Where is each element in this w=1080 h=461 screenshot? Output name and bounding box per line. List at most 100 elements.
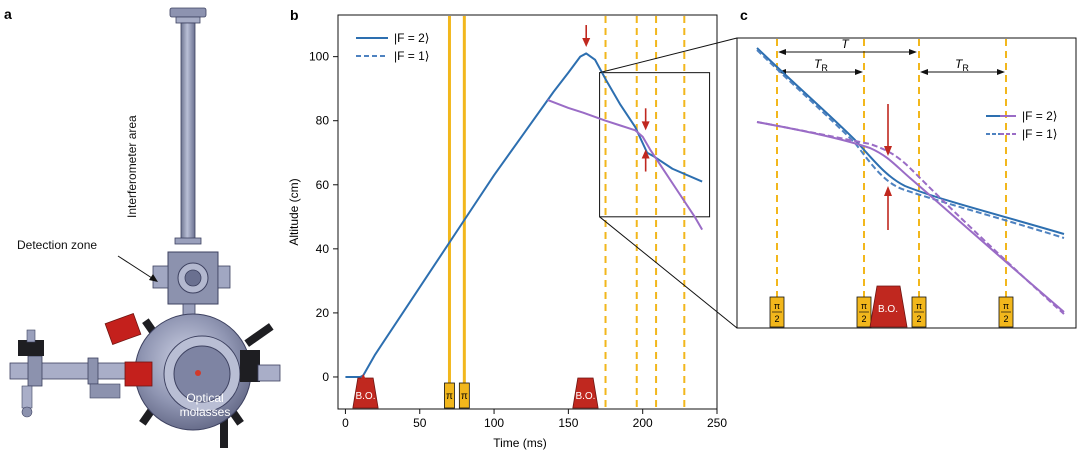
- b-bo-label: B.O.: [355, 391, 375, 402]
- svg-text:2: 2: [774, 314, 779, 324]
- b-arrow-down-head: [582, 38, 591, 48]
- svg-text:2: 2: [1003, 314, 1008, 324]
- panel-b-plot: π π B.O. B.O.: [345, 16, 711, 409]
- b-ytick-label: 80: [316, 114, 330, 128]
- b-ytick-label: 60: [316, 178, 330, 192]
- c-T-arrow-left: [778, 49, 786, 55]
- detection-zone-label: Detection zone: [17, 238, 97, 252]
- c-pulse-box-4: π 2: [998, 296, 1014, 328]
- interferometer-area-label: Interferometer area: [125, 115, 139, 218]
- left-valve-handle: [21, 406, 33, 418]
- zoom-connector-bottom: [599, 216, 738, 329]
- legend-b-f1-label: |F = 1⟩: [394, 49, 429, 63]
- b-arrow-up-head: [359, 373, 368, 383]
- zoom-connector-top: [599, 37, 738, 74]
- svg-text:π: π: [861, 301, 867, 311]
- atom-cloud-dot: [195, 370, 201, 376]
- chamber-right-port: [257, 364, 281, 382]
- left-arm-flange-2: [87, 357, 99, 385]
- b-bo-block: [352, 377, 379, 409]
- red-beam-block-top: [104, 313, 142, 345]
- left-arm-flange: [27, 355, 43, 387]
- c-arrow-down-head: [884, 146, 892, 156]
- b-ytick-label: 40: [316, 242, 330, 256]
- detection-port: [152, 265, 169, 289]
- c-pulse-box-3: π 2: [911, 296, 927, 328]
- b-ytick-label: 20: [316, 306, 330, 320]
- c-T-label: T: [841, 37, 850, 51]
- chamber-right-block: [240, 350, 260, 382]
- svg-text:2: 2: [916, 314, 921, 324]
- b-bo-block: [572, 377, 599, 409]
- detection-port-right: [217, 265, 231, 289]
- left-valve: [21, 385, 33, 409]
- b-xtick-label: 200: [633, 416, 653, 430]
- molasses-chamber: Optical molasses: [104, 313, 281, 448]
- b-arrow-down-head: [641, 121, 650, 131]
- legend-c-f1-label: |F = 1⟩: [1022, 127, 1057, 141]
- panel-b: b π π B.O. B.O. 0 50 100 150 200 250 0 20 40 60 80 100…: [287, 7, 727, 450]
- panel-b-ylabel: Altitude (cm): [287, 178, 301, 245]
- b-pi-pulse-box: [458, 382, 470, 409]
- b-xtick-label: 100: [484, 416, 504, 430]
- c-arrow-up-head: [884, 186, 892, 196]
- interferometer-tube: [180, 22, 196, 242]
- b-series-line: [345, 52, 703, 378]
- svg-text:π: π: [774, 301, 780, 311]
- b-xtick-label: 150: [558, 416, 578, 430]
- panel-c: c T TR TR π 2: [736, 7, 1077, 329]
- c-pulse-box-2: π 2: [856, 296, 872, 328]
- svg-text:π: π: [1003, 301, 1009, 311]
- b-ytick-label: 0: [322, 370, 329, 384]
- top-flange-neck: [175, 16, 201, 24]
- left-knob: [18, 340, 44, 356]
- panel-c-frame: [736, 37, 1077, 329]
- svg-text:B.O.: B.O.: [878, 304, 898, 315]
- panel-label-a: a: [4, 6, 12, 22]
- tube-flange: [174, 237, 202, 245]
- c-TR1-arrow-right: [855, 69, 863, 75]
- red-beam-block-left: [124, 361, 153, 387]
- left-knob-stem: [26, 329, 36, 343]
- b-ytick-label: 100: [309, 50, 329, 64]
- molasses-label-line2: molasses: [180, 405, 231, 419]
- b-xtick-label: 50: [413, 416, 427, 430]
- b-xtick-label: 250: [707, 416, 727, 430]
- b-inset-box: [599, 72, 711, 218]
- c-pulse-box-1: π 2: [769, 296, 785, 328]
- c-TR2-arrow-left: [920, 69, 928, 75]
- c-T-arrow-right: [909, 49, 917, 55]
- c-curve-f1-blue: [756, 49, 1065, 239]
- detection-pointer-arrowhead: [149, 274, 158, 282]
- panel-b-xlabel: Time (ms): [493, 436, 547, 450]
- molasses-label-line1: Optical: [186, 391, 223, 405]
- b-bo-label: B.O.: [575, 391, 595, 402]
- panel-b-axes: 0 50 100 150 200 250 0 20 40 60 80 100: [309, 50, 727, 430]
- panel-label-b: b: [290, 7, 299, 23]
- b-xtick-label: 0: [342, 416, 349, 430]
- detection-pointer-line: [117, 255, 156, 281]
- panel-label-c: c: [740, 7, 748, 23]
- detection-window-inner: [184, 269, 202, 287]
- chamber-arm-right: [244, 323, 274, 347]
- chamber-window: [173, 345, 231, 403]
- c-TR2-arrow-right: [997, 69, 1005, 75]
- b-pi-pulse-label: π: [446, 391, 453, 402]
- svg-text:π: π: [916, 301, 922, 311]
- panel-a: a Interferometer area Detection zone: [4, 6, 281, 448]
- legend-b-f2-label: |F = 2⟩: [394, 31, 429, 45]
- svg-text:2: 2: [861, 314, 866, 324]
- b-pi-pulse-box: [444, 382, 455, 409]
- c-curve-f1-purple: [756, 121, 1065, 315]
- legend-c-f2-label: |F = 2⟩: [1022, 109, 1057, 123]
- b-series-line: [547, 98, 704, 231]
- left-arm-support: [89, 383, 121, 399]
- b-arrow-up-head: [641, 149, 650, 159]
- c-bo-block: B.O.: [869, 285, 908, 328]
- b-pi-pulse-label: π: [461, 391, 468, 402]
- top-flange: [169, 7, 207, 18]
- c-curve-f2-blue: [756, 47, 1065, 235]
- chamber-arm-bottom: [220, 412, 228, 448]
- panel-b-frame: [337, 14, 718, 410]
